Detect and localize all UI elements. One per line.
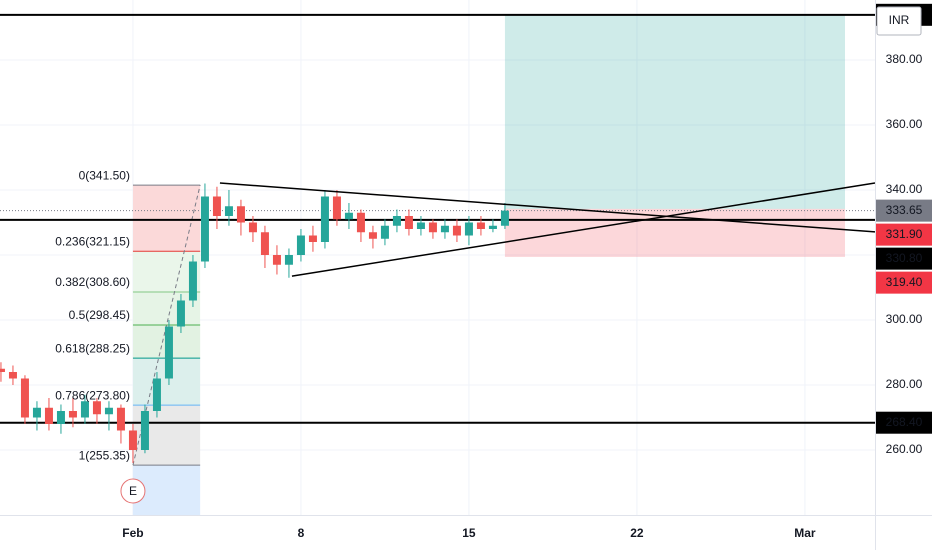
y-tick-label: 380.00 [886,52,923,66]
candle-body [440,225,449,233]
candle-body [296,235,305,255]
fib-label: 0.382(308.60) [55,275,130,289]
event-marker [120,478,146,504]
plot-area [0,0,875,515]
price-label-bg [876,247,932,270]
candle-body [8,371,17,379]
candle-body [224,206,233,216]
candle-body [404,215,413,229]
candle-body [176,300,185,327]
position-loss [504,208,846,257]
candle-body [428,222,437,233]
candle-body [236,206,245,223]
candle-body [20,378,29,418]
candle-body [344,212,353,220]
candle-body [332,196,341,220]
price-label: 268.40 [886,415,923,429]
fib-label: 0.618(288.25) [55,341,130,355]
candle-body [464,222,473,236]
candle-body [476,222,485,229]
candle-body [416,222,425,229]
y-tick-label: 360.00 [886,117,923,131]
fib-label: 0.5(298.45) [69,308,130,322]
price-label-bg [876,411,932,434]
x-tick-label: Feb [122,526,143,540]
fib-label: 0.236(321.15) [55,234,130,248]
fib-label: 0(341.50) [79,168,130,182]
fib-label: 0.786(273.80) [55,388,130,402]
candle-body [488,225,497,229]
candle-body [392,215,401,226]
price-label-bg [876,199,932,222]
event-label: E [129,484,137,498]
y-tick-label: 280.00 [886,377,923,391]
price-label: 331.90 [886,227,923,241]
candle-body [80,401,89,418]
candle-body [248,222,257,233]
y-tick-label: 260.00 [886,442,923,456]
candle-body [368,232,377,239]
y-tick-label: 300.00 [886,312,923,326]
candle-body [104,407,113,415]
currency-label: INR [889,13,910,27]
price-label: 330.80 [886,251,923,265]
candle-body [128,430,137,450]
fib-trend [132,185,201,466]
x-tick-label: Mar [794,526,816,540]
candle-body [356,212,365,233]
candle-body [56,410,65,424]
candle-body [164,326,173,379]
candle-body [452,225,461,236]
price-label-bg [876,271,932,294]
x-tick-label: 8 [298,526,305,540]
candle-body [284,254,293,265]
price-label: 319.40 [886,275,923,289]
candle-body [200,196,209,262]
candle-body [32,407,41,418]
fib-band [132,185,201,252]
price-label: 333.65 [886,203,923,217]
candle-body [116,407,125,431]
candle-body [260,232,269,255]
candle-body [152,378,161,411]
trendline [219,182,875,233]
candle-body [92,401,101,415]
candle-body [320,196,329,242]
candle-body [188,261,197,301]
candle-body [68,410,77,418]
position-profit [504,14,846,209]
candle-body [500,210,509,226]
candle-body [272,254,281,265]
candle-body [212,196,221,216]
y-tick-label: 340.00 [886,182,923,196]
x-tick-label: 15 [462,526,476,540]
price-label-bg [876,223,932,246]
x-tick-label: 22 [630,526,644,540]
trendline [291,182,875,277]
candle-body [140,410,149,450]
candle-body [380,225,389,239]
fib-label: 1(255.35) [79,448,130,462]
candle-body [44,407,53,424]
candle-body [308,235,317,242]
candle-body [0,368,5,372]
currency-badge [876,6,922,36]
